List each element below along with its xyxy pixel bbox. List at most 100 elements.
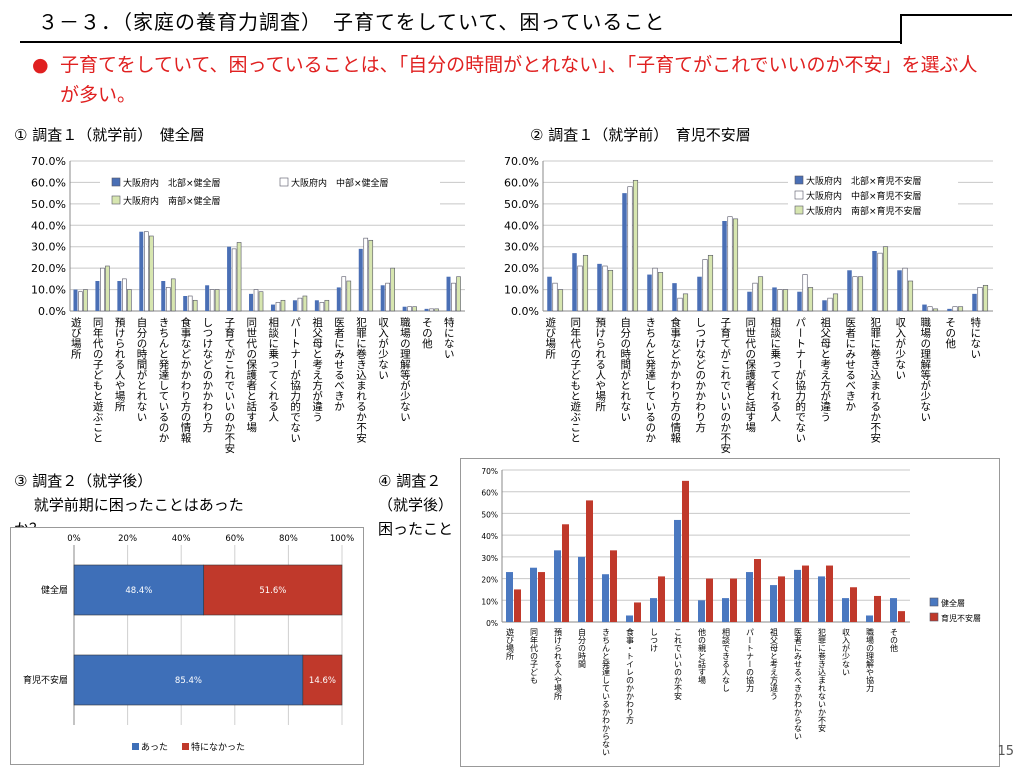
chart2-bar (732, 218, 739, 312)
chart4-legend-label: 育児不安層 (941, 613, 981, 623)
chart2-bar (782, 289, 789, 312)
chart2-category-label: 祖父母と考え方が違う (819, 316, 831, 422)
chart1-bar (165, 287, 171, 312)
chart1-bar (380, 285, 385, 311)
chart4-category-label: 遊び場所 (506, 627, 515, 661)
chart4-bar (722, 598, 729, 622)
page-number: 15 (997, 744, 1014, 759)
chart1-bar (83, 289, 88, 312)
chart4-category-label: 収入が少ない (842, 627, 851, 676)
chart2-category-label: 同世代の保護者と話す場 (744, 317, 756, 433)
chart3-heading-line2: 就学前期に困ったことはあった (14, 496, 244, 514)
chart1-y-tick: 20.0% (31, 262, 66, 275)
chart4-bar (602, 574, 609, 622)
chart2-category-label: 犯罪に巻き込まれるか不安 (869, 317, 881, 444)
chart1-bar (412, 306, 417, 312)
chart4-category-label: 他の親と話す場 (698, 627, 707, 685)
chart1-category-label: 祖父母と考え方が違う (311, 316, 323, 422)
chart4-bar (554, 550, 561, 622)
chart1-legend-label: 大阪府内 中部×健全層 (291, 177, 389, 189)
chart2-bar (607, 269, 614, 312)
chart2-category-label: 同年代の子どもと遊ぶこと (569, 317, 581, 443)
chart4-bar (698, 600, 705, 622)
chart1-bar (385, 282, 390, 312)
chart1-bar (324, 299, 330, 312)
chart1-bar (424, 308, 429, 311)
chart2-y-tick: 10.0% (504, 284, 539, 297)
chart2-legend-swatch (794, 175, 804, 185)
chart1-bar (127, 289, 132, 312)
chart2-bar (677, 297, 683, 312)
title-corner-box (900, 14, 1012, 44)
chart4-bar (770, 585, 777, 622)
chart3-legend-label: 特になかった (191, 741, 245, 753)
chart1-y-tick: 10.0% (31, 284, 66, 297)
chart1-bar (139, 231, 144, 311)
chart1-bar (183, 296, 188, 311)
chart1-bar (231, 248, 237, 312)
chart2-bar (882, 246, 889, 312)
chart2-svg: 0.0% 10.0% 20.0% 30.0% 40.0% 50.0% 60.0% 70.0% 遊… (504, 155, 993, 454)
chart2-category-label: 子育てがこれでいいのか不安 (719, 317, 731, 454)
chart4-bar (826, 565, 833, 622)
chart3-bar (203, 564, 343, 616)
chart2-bar (622, 193, 627, 311)
chart3-data-label: 85.4% (175, 676, 202, 686)
chart1-bar (187, 295, 193, 312)
chart1-bar (117, 281, 122, 311)
chart2-bar (597, 263, 602, 311)
chart2-category-label: 相談に乗ってくれる人 (769, 316, 781, 422)
chart3-x-tick: 20% (118, 534, 137, 544)
chart3-legend-swatch (182, 743, 189, 750)
chart1-category-label: 自分の時間がとれない (136, 316, 148, 422)
chart2-bar (547, 276, 552, 311)
chart1-bar (302, 295, 308, 312)
chart1-bar (429, 308, 434, 312)
chart1-bar (434, 308, 439, 312)
chart1-legend-swatch (111, 177, 121, 187)
chart4-bar (682, 480, 689, 622)
chart1-bar (253, 289, 259, 312)
chart4-bar (586, 500, 593, 622)
chart2-bar (877, 252, 883, 312)
chart4-y-tick: 60% (481, 489, 498, 498)
chart3-data-label: 48.4% (125, 586, 152, 596)
chart1-bar (275, 302, 281, 312)
chart2-bar (657, 272, 664, 312)
chart1-bar (341, 276, 347, 312)
chart3-bar (302, 654, 343, 706)
chart2-y-tick: 50.0% (504, 198, 539, 211)
chart2-category-label: 特にない (969, 317, 981, 359)
chart1-bar (149, 235, 154, 312)
chart2-bar (957, 306, 964, 312)
chart4-bar (658, 576, 665, 622)
chart1-category-label: 子育てがこれでいいのか不安 (223, 317, 235, 454)
chart2-bar (827, 297, 833, 312)
chart2-bar (897, 270, 902, 311)
chart2-bar (697, 276, 702, 311)
chart1-bar (227, 246, 232, 311)
chart1-legend-label: 大阪府内 南部×健全層 (123, 195, 221, 207)
chart2-heading: ② 調査１（就学前） 育児不安層 (530, 126, 751, 144)
chart4-bar (850, 587, 857, 622)
chart1-category-label: 同年代の子どもと遊ぶこと (92, 317, 104, 443)
chart1-bar (297, 297, 303, 312)
summary-text: 子育てをしていて、困っていることは、「自分の時間がとれない」、「子育てがこれでい… (60, 54, 978, 106)
chart4-legend-swatch (929, 612, 939, 622)
chart4-bar (890, 598, 897, 622)
chart1-y-tick: 60.0% (31, 176, 66, 189)
chart1-bar (214, 289, 220, 312)
chart2-bar (707, 254, 714, 312)
chart3-legend-label: あった (141, 742, 168, 753)
chart1-bar (161, 281, 166, 311)
chart2-bar (777, 289, 783, 312)
chart3-data-label: 51.6% (259, 586, 286, 596)
chart4-y-tick: 0% (486, 619, 498, 628)
chart4-y-tick: 70% (481, 467, 498, 476)
chart3-x-tick: 0% (67, 534, 81, 544)
chart4-bar (634, 602, 641, 622)
chart3-x-tick: 80% (279, 534, 298, 544)
chart2-bar (772, 287, 777, 311)
chart4-bar (514, 589, 521, 622)
chart2-y-tick: 60.0% (504, 176, 539, 189)
